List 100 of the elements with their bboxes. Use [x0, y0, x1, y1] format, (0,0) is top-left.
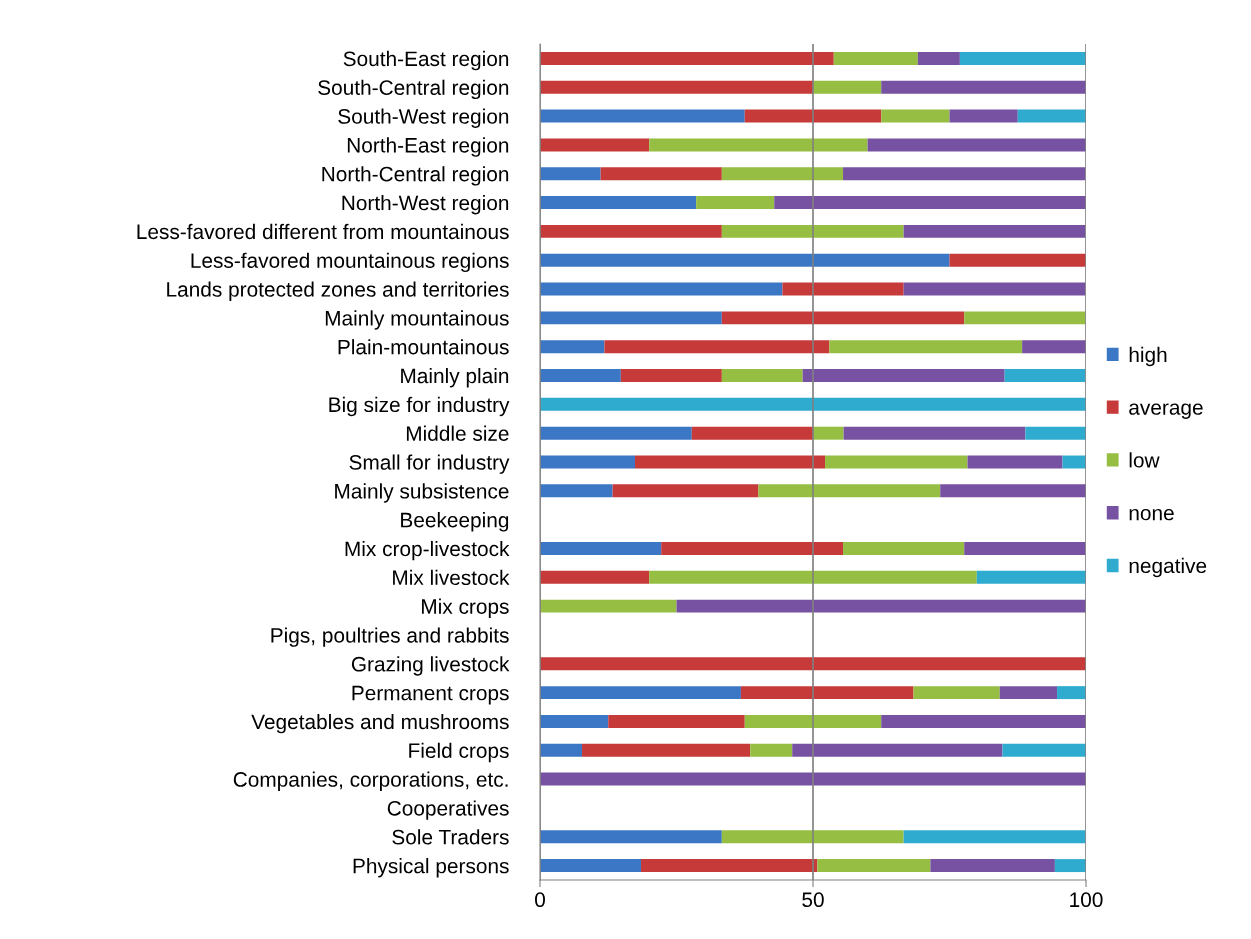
- y-tick-label: North-East region: [347, 137, 509, 157]
- bar: [604, 340, 830, 354]
- bar: [540, 282, 783, 296]
- y-tick-label: Companies, corporations, etc.: [233, 771, 508, 791]
- bar: [813, 426, 844, 440]
- bar: [540, 484, 613, 498]
- legend-label: low: [1129, 452, 1160, 468]
- y-tick-label: Pigs, poultries and rabbits: [271, 627, 509, 647]
- bar: [721, 167, 844, 181]
- bar: [540, 167, 601, 181]
- y-tick-label: Grazing livestock: [351, 656, 510, 676]
- bar: [1002, 743, 1086, 757]
- bar: [867, 138, 1086, 152]
- bar: [802, 369, 1005, 382]
- bar: [829, 340, 1023, 354]
- bar: [540, 253, 950, 267]
- bar: [976, 570, 1086, 584]
- bar: [540, 772, 1086, 786]
- y-tick-label: Permanent crops: [352, 685, 509, 705]
- bar: [540, 109, 745, 123]
- bar: [721, 830, 904, 844]
- x-tick-label: 50: [802, 892, 824, 908]
- bar: [843, 426, 1026, 440]
- bar: [758, 484, 941, 498]
- y-tick-label: Mainly plain: [401, 367, 509, 388]
- bar: [641, 859, 818, 873]
- bar: [540, 686, 741, 700]
- bar: [833, 51, 918, 65]
- bar: [540, 196, 697, 210]
- bar: [913, 686, 1000, 700]
- bar: [843, 167, 1086, 181]
- bar: [1017, 109, 1086, 123]
- bar: [1004, 369, 1086, 382]
- y-tick-label: South-West region: [338, 108, 509, 128]
- y-tick-label: South-Central region: [318, 79, 509, 100]
- bar: [740, 686, 914, 700]
- bar: [774, 196, 1086, 210]
- legend-label: none: [1129, 508, 1174, 521]
- bar: [540, 311, 722, 325]
- bar: [540, 80, 813, 94]
- bar: [881, 80, 1086, 94]
- bar: [782, 282, 904, 296]
- bar: [540, 51, 834, 65]
- bar: [635, 455, 826, 469]
- bar: [721, 224, 904, 238]
- bar: [744, 109, 882, 123]
- y-tick-label: Physical persons: [353, 858, 509, 878]
- bar: [540, 138, 650, 152]
- y-tick-label: Small for industry: [349, 454, 510, 474]
- bar: [903, 830, 1086, 844]
- y-tick-label: Beekeeping: [401, 512, 509, 532]
- bar: [691, 426, 813, 440]
- y-tick-label: Mix crops: [422, 598, 509, 619]
- bar: [540, 743, 583, 757]
- bar: [540, 397, 1086, 411]
- bar: [881, 109, 950, 123]
- bar: [649, 570, 977, 584]
- bar: [540, 224, 722, 238]
- bar: [540, 426, 692, 440]
- bar: [721, 369, 803, 382]
- y-tick-label: Less-favored different from mountainous: [137, 223, 509, 240]
- y-tick-label: North-West region: [342, 195, 509, 215]
- y-tick-label: Less-favored mountainous regions: [191, 252, 509, 273]
- bar: [967, 455, 1063, 469]
- bar: [696, 196, 775, 210]
- bar: [930, 859, 1055, 873]
- x-tick-label: 100: [1070, 892, 1103, 908]
- y-tick-label: Big size for industry: [329, 396, 510, 417]
- bar: [540, 657, 1086, 671]
- bar: [999, 686, 1058, 700]
- bar: [1022, 340, 1086, 354]
- y-tick-label: South-East region: [343, 50, 509, 71]
- y-tick-label: Vegetables and mushrooms: [251, 713, 509, 734]
- y-tick-label: Mainly subsistence: [335, 483, 509, 503]
- bar: [750, 743, 793, 757]
- bar: [940, 484, 1086, 498]
- bar: [721, 311, 965, 325]
- bar: [903, 224, 1086, 238]
- y-tick-label: Mainly mountainous: [325, 310, 509, 330]
- bar: [744, 714, 882, 728]
- y-tick-label: Mix livestock: [393, 569, 510, 586]
- bar: [540, 830, 722, 844]
- bar: [959, 51, 1086, 65]
- bar: [661, 542, 844, 555]
- bar: [949, 109, 1018, 123]
- bar: [649, 138, 868, 152]
- bar: [792, 743, 1003, 757]
- bar: [600, 167, 722, 181]
- legend-label: negative: [1129, 557, 1207, 578]
- bar: [813, 80, 882, 94]
- x-tick-label: 0: [535, 892, 545, 908]
- bar: [582, 743, 751, 757]
- bar: [540, 340, 605, 354]
- legend-label: average: [1129, 403, 1203, 419]
- bar: [540, 714, 609, 728]
- y-tick-label: Mix crop-livestock: [345, 540, 510, 561]
- bar: [540, 570, 650, 584]
- y-tick-label: Plain-mountainous: [338, 339, 509, 355]
- bar: [1054, 859, 1086, 873]
- y-tick-label: Middle size: [406, 425, 509, 441]
